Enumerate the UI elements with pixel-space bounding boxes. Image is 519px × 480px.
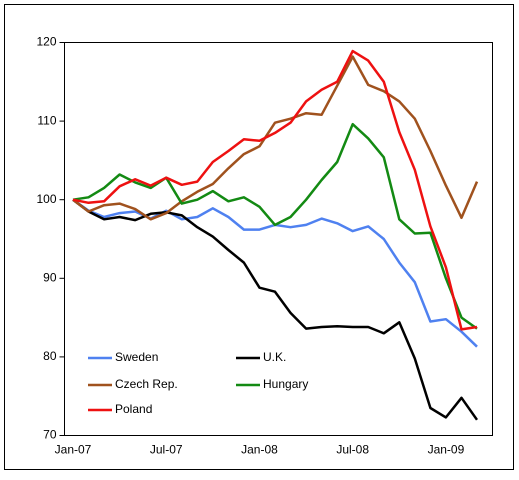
y-tick-label: 80 [43,349,57,363]
y-tick-label: 110 [37,113,56,127]
y-tick-label: 90 [43,270,57,284]
x-tick-label: Jan-07 [55,443,92,457]
series-line [72,198,479,421]
legend-label: Sweden [115,350,158,364]
x-tick-label: Jul-07 [150,443,183,457]
y-tick-label: 70 [43,428,57,442]
y-tick-label: 120 [36,35,56,49]
series-line [72,55,479,221]
legend-label: Poland [115,402,152,416]
x-tick-label: Jan-09 [428,443,465,457]
legend-label: U.K. [263,350,286,364]
series-line [72,49,478,331]
legend-label: Hungary [263,377,308,391]
y-tick-label: 100 [36,192,56,206]
x-tick-label: Jul-08 [336,443,369,457]
x-tick-label: Jan-08 [241,443,278,457]
series-line [72,122,478,330]
plot-frame [64,42,493,436]
legend-label: Czech Rep. [115,377,178,391]
